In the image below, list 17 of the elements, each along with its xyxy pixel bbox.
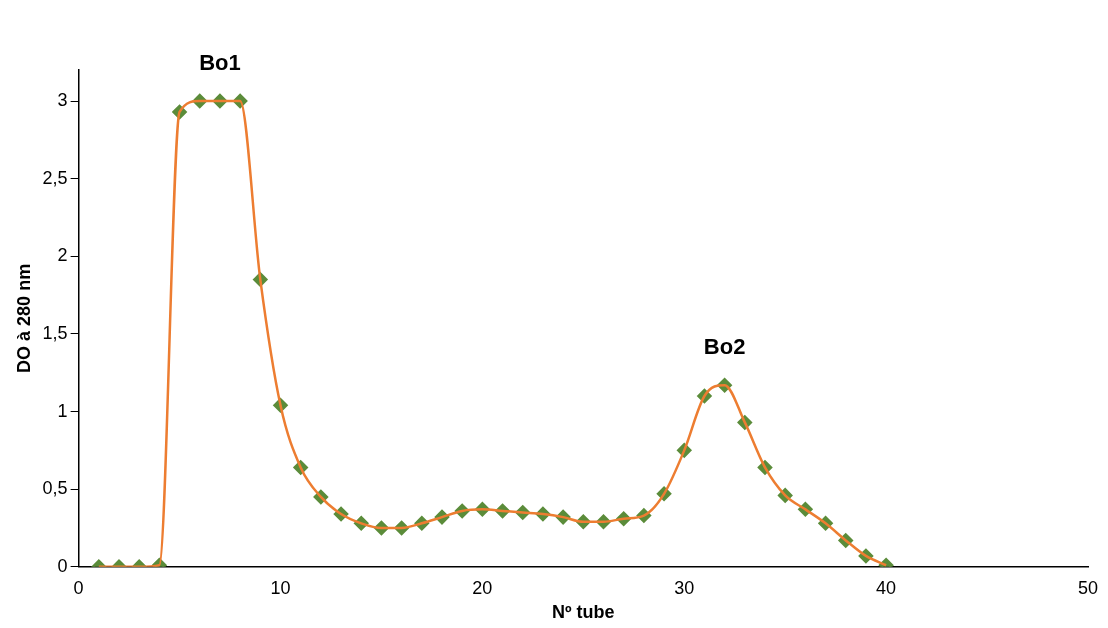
annotation: Bo1 bbox=[199, 50, 241, 76]
y-tick-label: 2 bbox=[57, 245, 68, 266]
y-tick-label: 1 bbox=[57, 400, 68, 421]
y-tick-label: 2,5 bbox=[42, 167, 68, 188]
x-tick-label: 40 bbox=[876, 577, 897, 598]
y-axis-title: DO à 280 nm bbox=[13, 263, 34, 373]
x-tick-label: 30 bbox=[674, 577, 695, 598]
y-tick-label: 3 bbox=[57, 90, 68, 111]
x-tick-label: 50 bbox=[1077, 577, 1099, 598]
x-axis-title: Nº tube bbox=[552, 602, 615, 623]
y-tick-label: 0,5 bbox=[42, 478, 68, 499]
x-tick-label: 0 bbox=[73, 577, 84, 598]
annotation: Bo2 bbox=[703, 334, 746, 360]
x-tick-label: 10 bbox=[270, 577, 291, 598]
y-tick-label: 1,5 bbox=[42, 322, 68, 343]
x-tick-label: 20 bbox=[472, 577, 493, 598]
y-tick-label: 0 bbox=[57, 555, 68, 576]
